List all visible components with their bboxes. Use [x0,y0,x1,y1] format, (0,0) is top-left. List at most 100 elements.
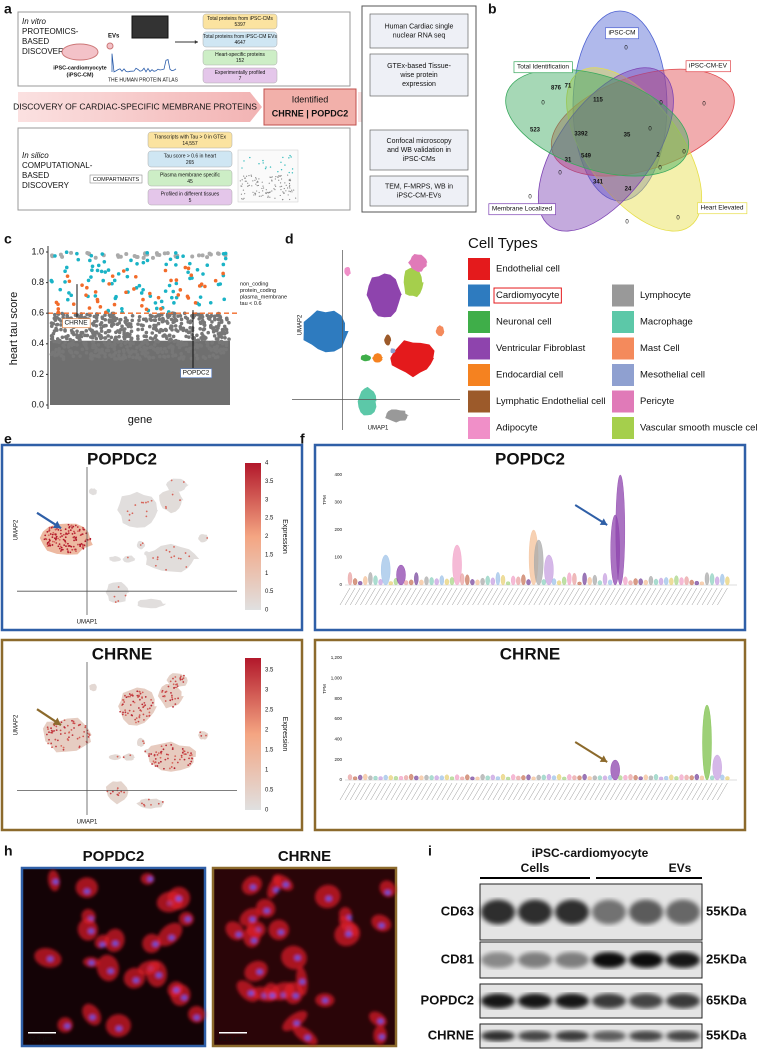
umap-cluster [303,310,349,353]
validation-text: wise protein [399,72,437,79]
gene-point [159,307,163,311]
thumb-dot [257,184,260,187]
violin [388,581,393,586]
gene-point [170,327,174,332]
legend-label: Cardiomyocyte [496,290,559,301]
cell-dot [48,530,50,533]
cell-dot [143,805,146,807]
gene-point [122,330,126,334]
nucleus [304,1035,311,1041]
cell-dot [143,701,146,704]
panel-label: a [4,1,12,17]
cell-dot [57,545,60,548]
gene-point [160,350,165,354]
scale-label: 62.9 µm [28,1036,52,1043]
nucleus [168,935,175,941]
colorbar-tick: 1 [265,571,269,577]
cell-dot [183,674,185,677]
tissue-label [640,782,652,801]
cell-dot [151,763,154,765]
gene-point [167,333,172,338]
gene-point [162,347,167,351]
cell-dot [116,793,119,796]
legend-label: Adipocyte [496,423,538,434]
nucleus [293,1020,300,1026]
violin [628,774,633,781]
gene-point [159,327,163,332]
cell-dot [206,537,209,539]
gene-point [125,267,130,272]
violin [470,776,475,781]
band [629,899,663,925]
tissue-label [615,782,626,801]
step-count: 7 [239,76,242,82]
thumb-dot [258,178,260,180]
gene-point [165,314,170,318]
thumb-dot [291,191,293,193]
thumb-dot [264,167,267,170]
gene-point [141,317,146,322]
tissue-label [645,782,657,801]
nucleus [378,1034,385,1040]
violin [429,577,434,586]
cell [244,960,268,982]
step-box [202,49,278,66]
cell-dot [163,695,166,698]
cell-dot [74,524,77,527]
nucleus [249,916,256,922]
tissue-label [416,782,427,801]
violin [638,776,643,781]
cell-dot [73,539,75,542]
blot [479,941,703,979]
cell-dot [75,539,78,541]
gene-point [182,343,186,347]
y-tick-label: 0.2 [31,369,44,379]
tissue-label [406,782,417,801]
thumb-dot [289,187,291,189]
legend-text: protein_coding [240,288,276,294]
step-box [202,67,278,84]
step-count: 152 [236,58,245,64]
violin [562,776,567,781]
gene-point [91,343,95,348]
cell-dot [174,697,177,700]
tissue-label [691,587,703,606]
violin [572,775,577,781]
cell-dot [55,725,58,728]
gene-point [217,340,222,345]
cell-dot [62,746,65,749]
tissue-label [559,782,570,801]
gene-point [79,331,84,336]
cell-dot [137,707,140,709]
size-label: 65KDa [706,992,747,1007]
cell-dot [67,739,70,742]
gene-point [112,302,117,307]
gene-point [190,254,195,259]
violin [393,776,399,781]
gene-point [75,343,79,347]
band [518,899,552,925]
gene-point [134,349,138,354]
gene-point [227,320,231,325]
cell-dot [189,762,192,765]
gene-point [49,334,54,338]
tissue-label [482,782,494,801]
bands [481,952,700,968]
gene-point [118,254,123,259]
umap-label: UMAP1 [368,426,389,432]
umap-cluster [42,717,92,753]
gene-point [127,354,132,358]
tissue-label [553,587,565,606]
tissue-label [380,782,392,801]
cell-dot [50,742,53,745]
gene-point [144,330,149,335]
gene-point [121,348,126,353]
gene-point [167,283,172,288]
tissue-label [543,587,555,606]
gene-point [179,351,183,356]
tissue-label [523,587,534,606]
gene-point [92,314,97,319]
violin [643,774,648,781]
cell-dot [55,745,57,748]
venn-count: 0 [659,101,663,107]
